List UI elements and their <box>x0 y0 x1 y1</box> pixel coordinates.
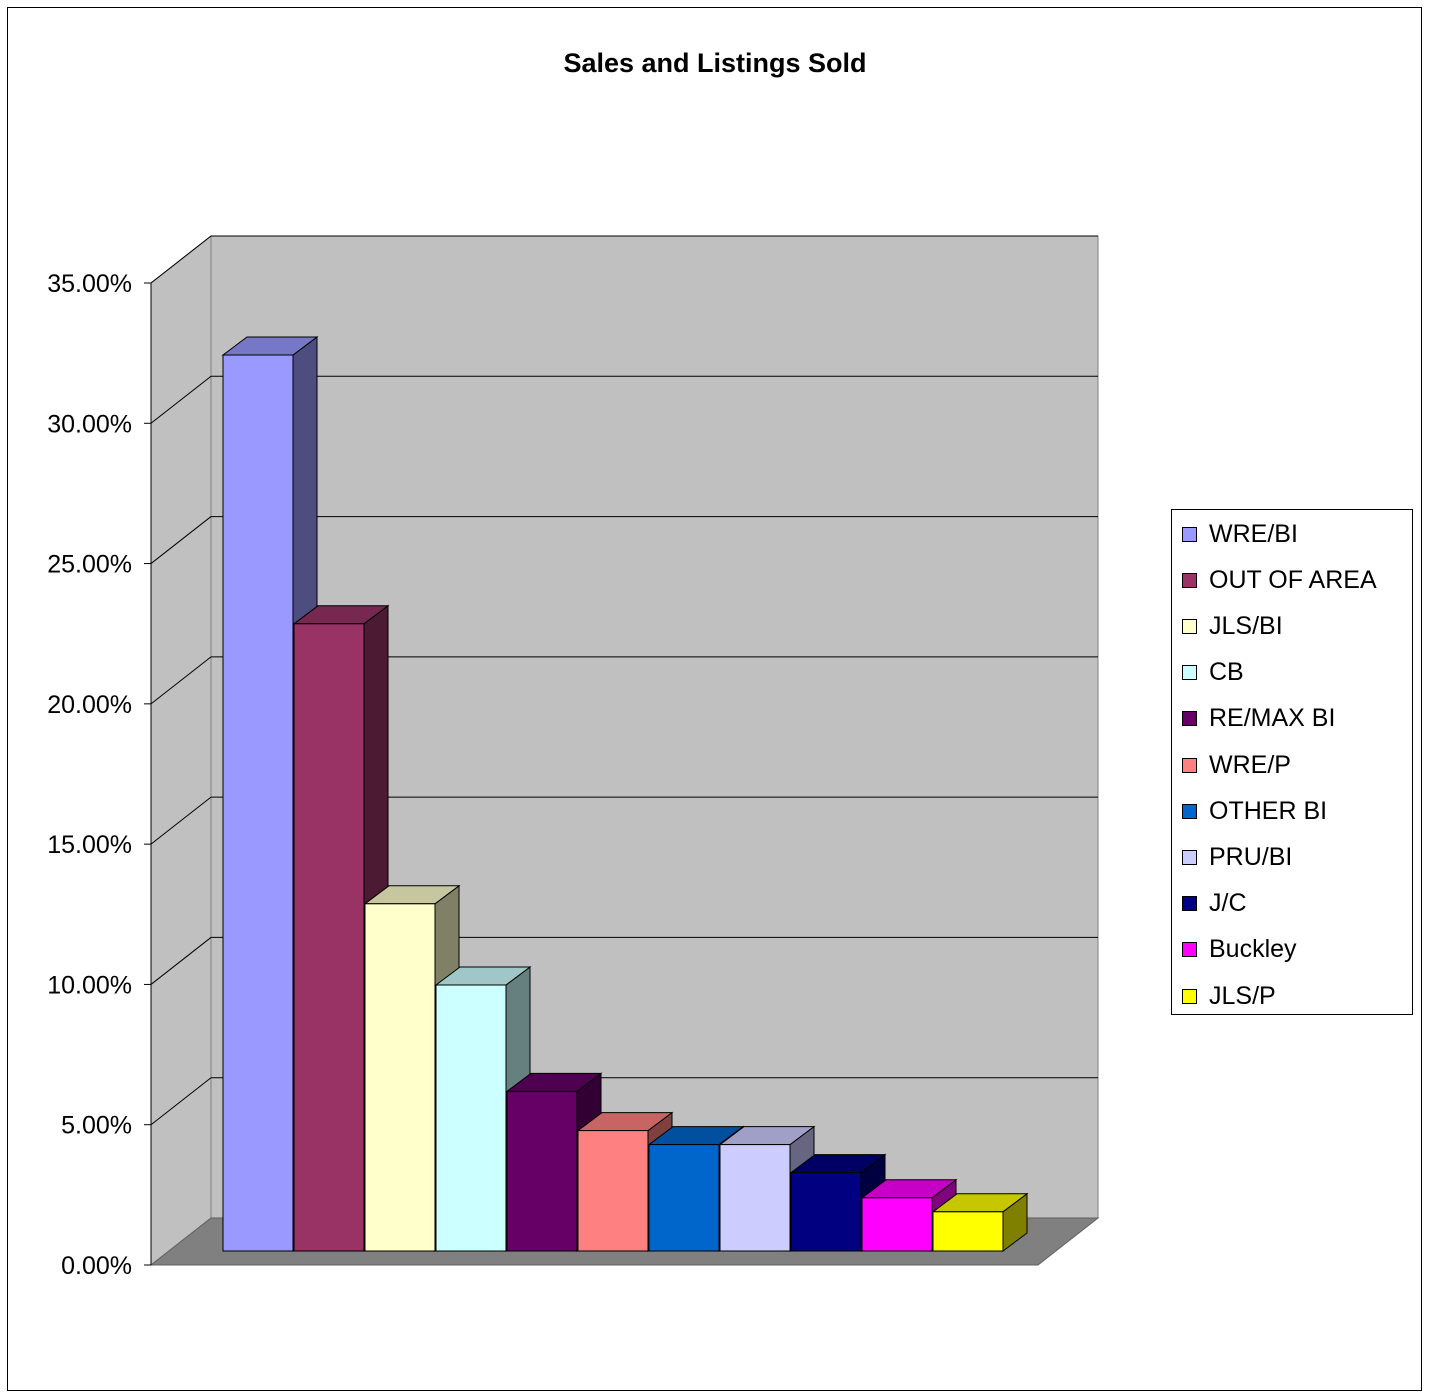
y-tick-label: 20.00% <box>47 691 132 719</box>
bar <box>932 1211 1004 1252</box>
legend-swatch <box>1182 942 1197 958</box>
legend-swatch <box>1182 526 1197 542</box>
legend-swatch <box>1182 988 1197 1004</box>
bar <box>648 1144 720 1252</box>
legend-item: JLS/P <box>1182 981 1276 1011</box>
legend-label: J/C <box>1209 889 1247 918</box>
legend-swatch <box>1182 572 1197 588</box>
legend-swatch <box>1182 896 1197 912</box>
legend-item: J/C <box>1182 889 1247 919</box>
legend-label: RE/MAX BI <box>1209 704 1336 733</box>
legend-item: CB <box>1182 658 1244 688</box>
bar <box>719 1144 791 1252</box>
legend-swatch <box>1182 665 1197 681</box>
chart-title: Sales and Listings Sold <box>563 48 867 78</box>
bar <box>364 903 436 1252</box>
gridline-side <box>150 937 212 985</box>
legend-label: JLS/BI <box>1209 611 1283 640</box>
y-tick-label: 10.00% <box>47 971 132 999</box>
bar <box>790 1172 862 1252</box>
legend-item: PRU/BI <box>1182 842 1292 872</box>
legend-label: OTHER BI <box>1209 796 1328 825</box>
y-tick-label: 0.00% <box>61 1252 132 1280</box>
legend-label: WRE/BI <box>1209 519 1298 548</box>
bar <box>506 1090 578 1252</box>
gridline-side <box>150 516 212 564</box>
y-tick-label: 30.00% <box>47 410 132 438</box>
bar <box>293 623 365 1252</box>
legend-swatch <box>1182 618 1197 634</box>
gridline-side <box>150 796 212 845</box>
legend-label: CB <box>1209 658 1244 687</box>
legend-item: WRE/P <box>1182 750 1291 780</box>
gridline-side <box>150 656 212 705</box>
bar <box>222 354 294 1252</box>
gridline-side <box>150 1077 212 1126</box>
legend-swatch <box>1182 711 1197 727</box>
legend-label: PRU/BI <box>1209 842 1293 871</box>
legend-item: Buckley <box>1182 935 1297 965</box>
legend-item: WRE/BI <box>1182 519 1298 549</box>
y-tick-label: 5.00% <box>61 1112 132 1140</box>
legend-swatch <box>1182 757 1197 773</box>
chart-legend: WRE/BI OUT OF AREA JLS/BI CB RE/MAX BI WRE/P O… <box>1171 509 1413 1015</box>
bar <box>577 1130 649 1252</box>
legend-swatch <box>1182 849 1197 865</box>
legend-label: OUT OF AREA <box>1209 565 1377 594</box>
side-wall <box>150 234 212 1267</box>
y-tick-label: 35.00% <box>47 270 132 298</box>
legend-swatch <box>1182 803 1197 819</box>
bar <box>435 984 507 1252</box>
bar <box>861 1197 933 1252</box>
legend-item: OTHER BI <box>1182 796 1327 826</box>
legend-label: Buckley <box>1209 935 1297 964</box>
y-tick-label: 25.00% <box>47 551 132 579</box>
y-tick-label: 15.00% <box>47 831 132 859</box>
gridline-side <box>150 375 212 424</box>
gridline-side <box>150 235 212 284</box>
legend-label: WRE/P <box>1209 750 1291 779</box>
legend-label: JLS/P <box>1209 981 1276 1010</box>
legend-item: OUT OF AREA <box>1182 565 1377 595</box>
legend-item: RE/MAX BI <box>1182 704 1335 734</box>
legend-item: JLS/BI <box>1182 611 1283 641</box>
